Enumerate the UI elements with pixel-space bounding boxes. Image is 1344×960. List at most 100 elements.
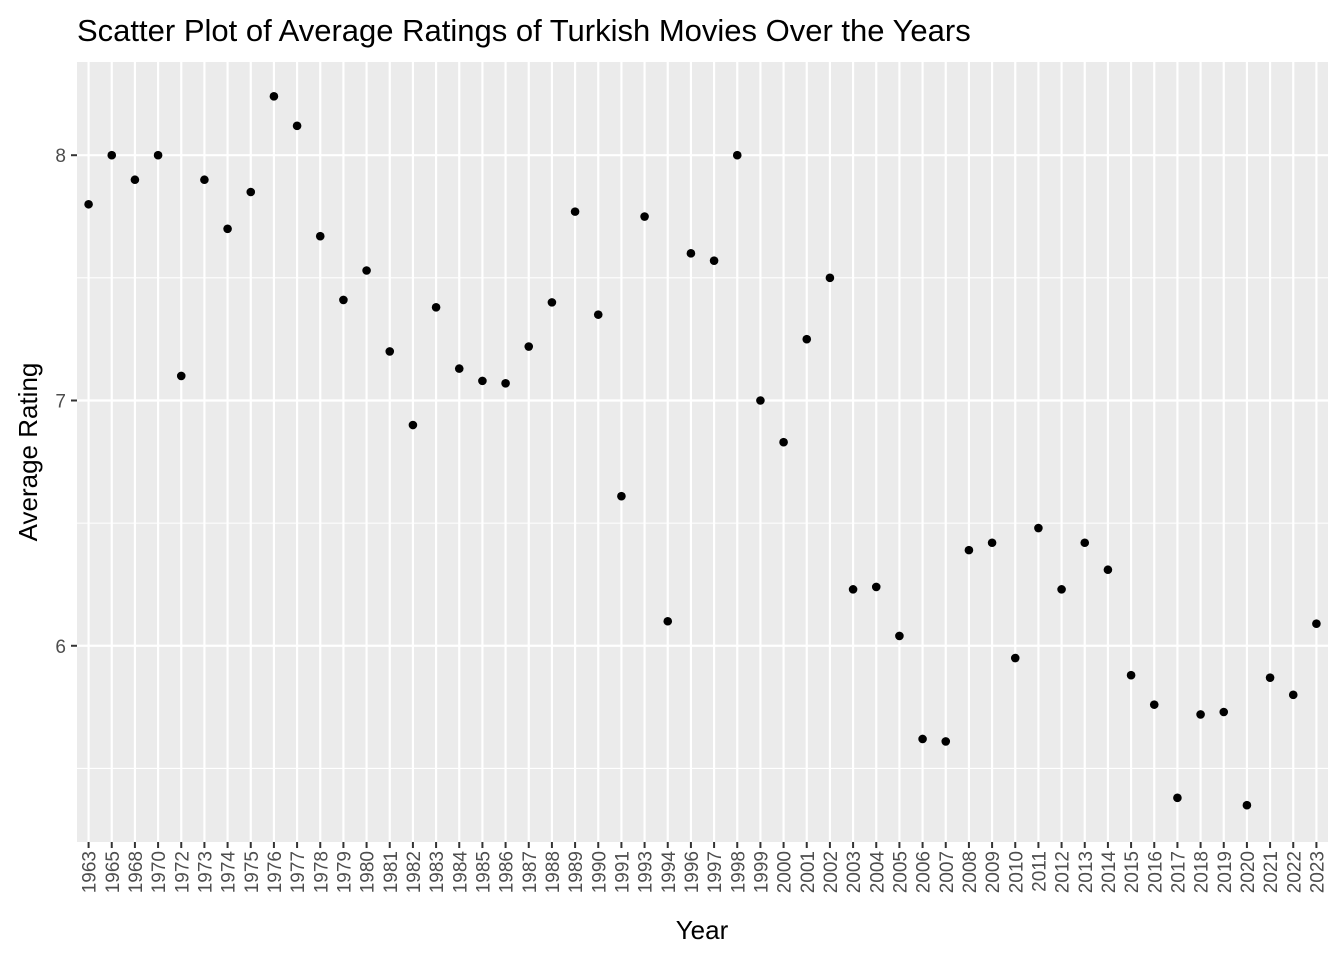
data-point — [339, 295, 348, 305]
x-tick-label: 2008 — [960, 851, 981, 893]
x-tick-label: 2015 — [1122, 851, 1143, 893]
data-point — [1312, 619, 1321, 628]
x-tick-label: 1989 — [566, 851, 587, 893]
x-tick-label: 2004 — [867, 851, 888, 894]
x-tick-label: 1968 — [126, 851, 147, 893]
data-point — [1126, 670, 1136, 680]
data-point — [547, 298, 557, 307]
x-tick-label: 2022 — [1284, 851, 1305, 893]
x-tick-label: 2005 — [890, 851, 911, 893]
data-point — [941, 737, 951, 746]
x-tick-label: 1978 — [311, 851, 332, 893]
data-point — [1080, 538, 1090, 548]
x-tick-label: 2009 — [983, 851, 1004, 893]
data-point — [640, 212, 649, 221]
data-point — [964, 545, 974, 555]
data-point — [1219, 707, 1229, 717]
data-point — [501, 379, 510, 388]
x-tick-label: 1973 — [195, 851, 216, 893]
data-point — [269, 92, 279, 101]
x-tick-label: 1998 — [728, 851, 749, 893]
y-tick-label: 6 — [55, 637, 66, 658]
x-tick-label: 1970 — [149, 851, 170, 893]
x-tick-label: 1979 — [334, 851, 355, 893]
x-tick-label: 1972 — [172, 851, 193, 893]
x-tick-label: 2023 — [1307, 851, 1328, 893]
x-tick-label: 1990 — [589, 851, 610, 893]
y-axis-ticks: 6 7 8 — [55, 146, 77, 658]
x-tick-label: 1965 — [103, 851, 124, 893]
data-point — [686, 249, 696, 258]
data-point — [385, 347, 395, 356]
data-point — [153, 150, 163, 160]
x-tick-label: 1997 — [705, 851, 726, 893]
plot-panel — [77, 62, 1328, 842]
data-point — [246, 187, 256, 197]
x-tick-label: 2003 — [844, 851, 865, 893]
data-point — [756, 396, 765, 405]
x-tick-label: 2017 — [1168, 851, 1189, 893]
data-point — [732, 150, 742, 160]
x-tick-label: 1985 — [473, 851, 494, 893]
x-tick-label: 1986 — [497, 851, 518, 893]
data-point — [431, 302, 441, 312]
data-point — [617, 491, 626, 501]
data-point — [223, 224, 232, 234]
data-point — [362, 266, 371, 275]
data-point — [918, 734, 927, 744]
data-point — [292, 121, 302, 131]
data-point — [779, 437, 788, 447]
x-tick-label: 1981 — [381, 851, 402, 893]
x-tick-label: 2013 — [1076, 851, 1097, 893]
chart-title: Scatter Plot of Average Ratings of Turki… — [77, 13, 971, 48]
data-point — [987, 538, 997, 548]
x-tick-label: 1996 — [682, 851, 703, 893]
data-point — [315, 231, 325, 241]
data-point — [524, 342, 534, 351]
data-point — [709, 256, 719, 265]
data-point — [1149, 700, 1159, 709]
x-tick-label: 1963 — [80, 851, 101, 893]
data-point — [478, 376, 487, 386]
x-tick-label: 2020 — [1238, 851, 1259, 893]
data-point — [663, 616, 673, 626]
x-tick-label: 1976 — [265, 851, 286, 893]
data-point — [1196, 710, 1205, 719]
data-point — [871, 582, 881, 592]
data-point — [802, 334, 812, 344]
data-point — [107, 150, 117, 160]
x-tick-label: 1988 — [543, 851, 564, 893]
x-tick-label: 2012 — [1053, 851, 1074, 893]
data-point — [408, 420, 418, 430]
x-tick-label: 2006 — [914, 851, 935, 893]
x-tick-label: 2001 — [798, 851, 819, 893]
y-tick-label: 7 — [55, 391, 66, 412]
data-point — [176, 371, 186, 381]
data-point — [895, 631, 904, 641]
data-point — [593, 310, 603, 319]
x-tick-label: 2018 — [1192, 851, 1213, 893]
x-tick-label: 1975 — [242, 851, 263, 893]
x-tick-label: 1982 — [404, 851, 425, 893]
x-tick-label: 1974 — [219, 851, 240, 894]
x-tick-label: 2014 — [1099, 851, 1120, 894]
x-tick-label: 1977 — [288, 851, 309, 893]
x-tick-label: 1999 — [751, 851, 772, 893]
x-tick-label: 2000 — [775, 851, 796, 893]
x-axis-title: Year — [676, 915, 729, 945]
x-tick-label: 2021 — [1261, 851, 1282, 893]
minor-gridlines — [77, 277, 1328, 769]
major-gridlines — [77, 62, 1328, 842]
data-point — [1034, 523, 1043, 533]
data-point — [570, 207, 580, 216]
x-axis-ticks: 1963 1965 1968 1970 1972 1973 1974 1975 1976 1977… — [80, 842, 1328, 894]
data-point — [1010, 653, 1020, 663]
data-point — [1288, 690, 1298, 700]
x-tick-label: 2002 — [821, 851, 842, 893]
data-point — [454, 364, 464, 373]
x-tick-label: 1983 — [427, 851, 448, 893]
x-tick-label: 1993 — [636, 851, 657, 893]
data-point — [1173, 793, 1182, 803]
x-tick-label: 1984 — [450, 851, 471, 894]
